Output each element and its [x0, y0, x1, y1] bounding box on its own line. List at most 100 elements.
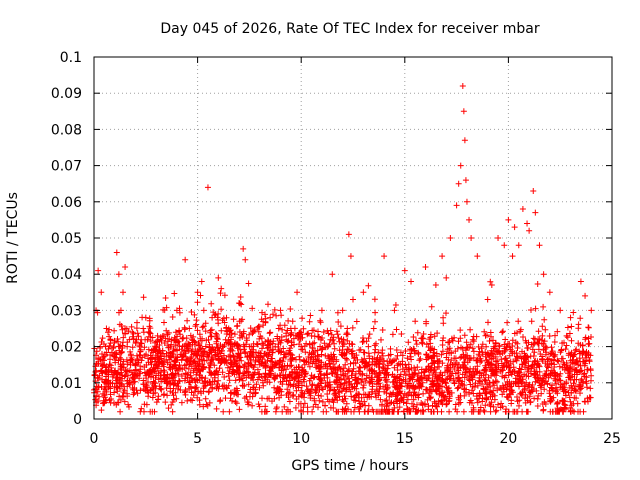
data-point — [532, 209, 539, 216]
data-point — [157, 336, 164, 343]
y-axis-label: ROTI / TECUs — [5, 192, 21, 284]
y-tick-labels: 0 0.01 0.02 0.03 0.04 0.05 0.06 0.07 0.08 0.09 0.1 — [51, 50, 82, 428]
axis-ticks — [93, 56, 613, 420]
data-point — [526, 227, 533, 234]
data-point — [412, 318, 419, 325]
data-point — [225, 325, 232, 332]
data-point — [209, 314, 216, 321]
data-point — [408, 278, 415, 285]
dense-noise-band — [91, 278, 595, 415]
data-point — [117, 307, 124, 314]
data-point — [515, 242, 522, 249]
data-point — [484, 296, 491, 303]
data-point — [468, 235, 475, 241]
chart-title: Day 045 of 2026, Rate Of TEC Index for r… — [160, 21, 539, 37]
data-point — [182, 256, 189, 263]
data-point — [461, 137, 468, 144]
data-point — [173, 307, 180, 314]
x-tick-label: 5 — [193, 431, 202, 447]
data-point — [98, 289, 105, 296]
data-point — [495, 235, 502, 241]
data-point — [101, 361, 108, 368]
data-point — [318, 307, 325, 314]
data-point — [443, 274, 450, 281]
data-point — [113, 249, 120, 256]
data-point — [124, 343, 131, 350]
data-point — [120, 289, 127, 296]
data-point — [381, 253, 388, 260]
data-point — [92, 372, 99, 379]
data-point — [457, 162, 464, 169]
data-point — [204, 184, 211, 191]
data-point — [463, 198, 470, 205]
data-point — [347, 253, 354, 260]
x-tick-label: 25 — [603, 431, 621, 447]
data-point — [329, 271, 336, 278]
data-point — [115, 271, 122, 278]
y-tick-label: 0.02 — [51, 340, 82, 356]
x-tick-labels: 0 5 10 15 20 25 — [90, 431, 621, 447]
data-point — [95, 267, 102, 274]
x-tick-label: 20 — [499, 431, 517, 447]
data-point — [194, 289, 201, 296]
y-tick-label: 0.07 — [51, 159, 82, 175]
data-point — [501, 242, 508, 249]
data-point — [524, 220, 531, 227]
x-tick-label: 0 — [90, 431, 99, 447]
data-point — [505, 216, 512, 223]
data-point — [122, 263, 129, 270]
y-tick-label: 0.09 — [51, 86, 82, 102]
data-point — [142, 314, 149, 321]
y-tick-label: 0.04 — [51, 267, 82, 283]
data-point — [370, 325, 377, 332]
data-point — [466, 216, 473, 223]
data-point — [455, 180, 462, 187]
data-point — [557, 307, 564, 314]
data-point — [447, 235, 454, 241]
y-tick-label: 0.03 — [51, 303, 82, 319]
data-point — [536, 242, 543, 249]
data-point — [432, 282, 439, 289]
data-point — [240, 245, 247, 252]
data-point — [546, 289, 553, 296]
data-point — [582, 292, 589, 299]
data-point — [509, 253, 516, 260]
data-point — [294, 289, 301, 296]
data-point — [474, 253, 481, 260]
data-point — [345, 231, 352, 238]
data-point — [198, 278, 205, 285]
data-point — [360, 289, 367, 296]
y-tick-label: 0.05 — [51, 231, 82, 247]
y-tick-label: 0 — [73, 412, 82, 428]
grid-lines — [94, 57, 612, 419]
data-point — [567, 314, 574, 321]
data-point — [588, 307, 595, 314]
data-point — [103, 325, 110, 332]
data-point — [339, 307, 346, 314]
y-tick-label: 0.01 — [51, 376, 82, 392]
data-point — [107, 379, 114, 386]
data-point — [459, 82, 466, 89]
y-tick-label: 0.06 — [51, 195, 82, 211]
data-point — [462, 177, 469, 184]
data-point — [540, 271, 547, 278]
data-point — [530, 187, 537, 194]
data-point — [277, 307, 284, 314]
data-point — [401, 267, 408, 274]
data-point — [153, 372, 160, 379]
y-tick-label: 0.1 — [60, 50, 82, 66]
data-points — [92, 82, 595, 404]
data-point — [219, 343, 226, 350]
x-tick-label: 15 — [396, 431, 414, 447]
data-point — [577, 278, 584, 285]
data-point — [439, 253, 446, 260]
data-point — [511, 224, 518, 231]
data-point — [488, 282, 495, 289]
data-point — [111, 350, 118, 357]
x-axis-label: GPS time / hours — [291, 458, 408, 474]
data-point — [267, 314, 274, 321]
data-point — [163, 350, 170, 357]
data-point — [132, 361, 139, 368]
x-tick-label: 10 — [292, 431, 310, 447]
